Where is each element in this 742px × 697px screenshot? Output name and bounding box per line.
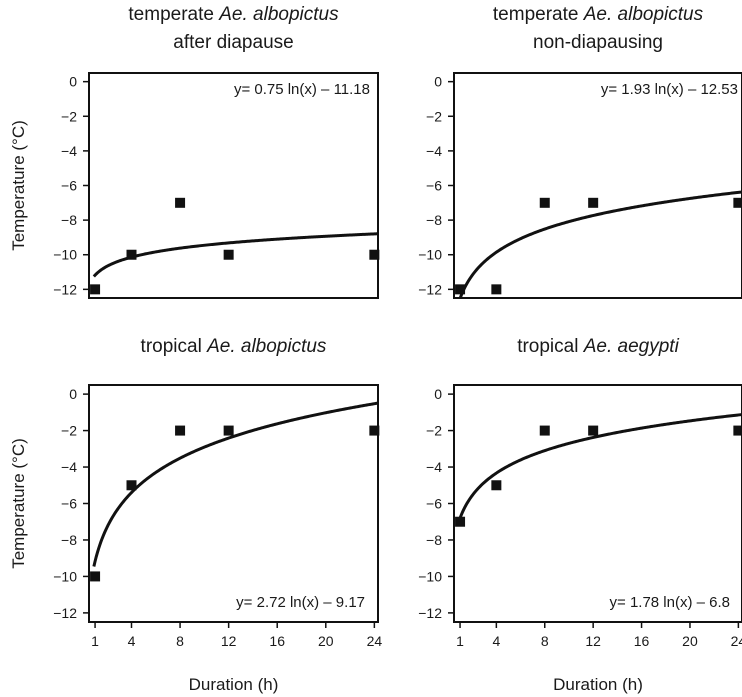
y-tick-label: −2 <box>426 423 442 439</box>
y-tick-label: −2 <box>61 423 77 439</box>
y-tick-label: −8 <box>61 212 77 228</box>
y-tick-label: −2 <box>61 108 77 124</box>
plot-frame <box>88 384 379 623</box>
y-tick-label: −10 <box>418 247 442 263</box>
data-point <box>491 480 502 491</box>
fit-curve <box>458 190 742 299</box>
chart-title-prefix: tropical <box>141 336 208 357</box>
y-tick-label: −2 <box>426 108 442 124</box>
data-point <box>126 480 137 491</box>
y-tick-label: −10 <box>53 247 77 263</box>
data-point <box>175 197 186 208</box>
y-tick-label: −12 <box>53 281 77 297</box>
x-tick-label: 24 <box>731 633 742 649</box>
x-tick-label: 1 <box>91 633 99 649</box>
data-point <box>223 425 234 436</box>
chart-title: tropical Ae. aegypti <box>517 336 679 357</box>
y-tick-label: −6 <box>61 496 77 512</box>
x-tick-label: 12 <box>221 633 237 649</box>
chart-subtitle: after diapause <box>173 32 293 53</box>
data-point <box>588 197 599 208</box>
y-tick-label: −10 <box>418 568 442 584</box>
x-axis-label: Duration (h) <box>553 675 643 694</box>
chart-title-prefix: temperate <box>128 4 219 25</box>
y-tick-label: −12 <box>53 605 77 621</box>
data-point <box>733 425 742 436</box>
y-tick-label: −12 <box>418 281 442 297</box>
chart-title-prefix: tropical <box>517 336 584 357</box>
y-tick-label: −10 <box>53 568 77 584</box>
chart-panel-4: tropical Ae. aegypti 0 −2 −4 −6 −8 −10 −12 1 4 8 12… <box>418 336 742 694</box>
x-axis-label: Duration (h) <box>189 675 279 694</box>
fit-equation: y= 0.75 ln(x) – 11.18 <box>234 81 370 98</box>
data-point <box>588 425 599 436</box>
chart-panel-1: temperate Ae. albopictus after diapause 0 −… <box>9 4 380 299</box>
chart-subtitle: non-diapausing <box>533 32 663 53</box>
data-point <box>733 197 742 208</box>
y-tick-label: −8 <box>426 212 442 228</box>
y-tick-label: −4 <box>426 143 442 159</box>
x-tick-label: 1 <box>456 633 464 649</box>
data-point <box>491 284 502 295</box>
x-tick-label: 8 <box>176 633 184 649</box>
plot-frame <box>453 72 742 299</box>
y-tick-label: −8 <box>61 532 77 548</box>
y-tick-label: −6 <box>426 496 442 512</box>
y-tick-label: −12 <box>418 605 442 621</box>
x-tick-label: 4 <box>128 633 136 649</box>
fit-equation: y= 1.93 ln(x) – 12.53 <box>601 81 738 98</box>
x-tick-label: 4 <box>492 633 500 649</box>
y-tick-label: −4 <box>426 459 442 475</box>
data-point <box>223 249 234 260</box>
data-point <box>455 516 466 527</box>
x-tick-label: 24 <box>367 633 383 649</box>
chart-title: temperate Ae. albopictus <box>128 4 339 25</box>
chart-title-prefix: temperate <box>493 4 584 25</box>
chart-title-species: Ae. albopictus <box>218 4 339 25</box>
data-point <box>369 425 380 436</box>
data-point <box>539 425 550 436</box>
data-point <box>90 571 101 582</box>
chart-panel-3: tropical Ae. albopictus 0 −2 −4 −6 −8 −10 −12 1 4… <box>9 336 382 694</box>
x-tick-label: 20 <box>682 633 698 649</box>
fit-equation: y= 2.72 ln(x) – 9.17 <box>236 594 365 611</box>
chart-title-species: Ae. albopictus <box>583 4 704 25</box>
y-tick-label: 0 <box>69 74 77 90</box>
y-tick-label: 0 <box>69 386 77 402</box>
data-point <box>175 425 186 436</box>
y-tick-label: −6 <box>426 178 442 194</box>
fit-curve <box>457 413 742 523</box>
y-tick-label: −4 <box>61 459 77 475</box>
y-axis-label: Temperature (°C) <box>9 120 28 251</box>
data-point <box>90 284 101 295</box>
y-tick-label: 0 <box>434 386 442 402</box>
x-tick-label: 16 <box>269 633 285 649</box>
y-tick-label: −8 <box>426 532 442 548</box>
y-tick-label: 0 <box>434 74 442 90</box>
x-tick-label: 20 <box>318 633 334 649</box>
x-tick-label: 8 <box>541 633 549 649</box>
data-point <box>369 249 380 260</box>
chart-panel-2: temperate Ae. albopictus non-diapausing 0 −… <box>418 4 742 299</box>
y-tick-label: −6 <box>61 178 77 194</box>
fit-curve <box>92 401 379 567</box>
y-axis-label: Temperature (°C) <box>9 438 28 569</box>
fit-curve <box>92 232 379 278</box>
x-tick-label: 12 <box>585 633 601 649</box>
y-tick-label: −4 <box>61 143 77 159</box>
plot-frame <box>88 72 379 299</box>
x-tick-label: 16 <box>634 633 650 649</box>
data-point <box>455 284 466 295</box>
data-point <box>539 197 550 208</box>
data-point <box>126 249 137 260</box>
chart-title: temperate Ae. albopictus <box>493 4 704 25</box>
chart-title-species: Ae. albopictus <box>206 336 327 357</box>
chart-title-species: Ae. aegypti <box>583 336 680 357</box>
chart-title: tropical Ae. albopictus <box>141 336 327 357</box>
fit-equation: y= 1.78 ln(x) – 6.8 <box>610 594 730 611</box>
